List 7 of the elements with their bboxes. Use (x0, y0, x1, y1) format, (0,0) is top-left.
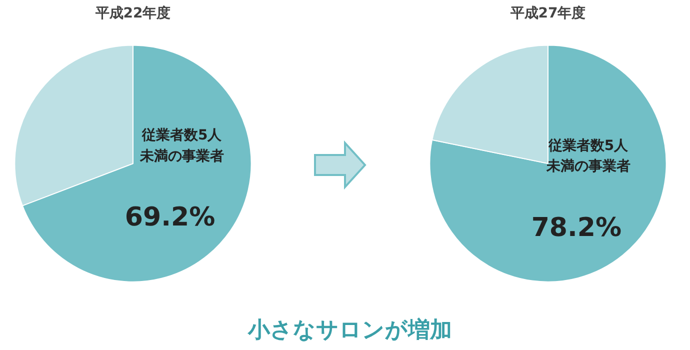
slice-label: 従業者数5人未満の事業者 (138, 128, 224, 164)
data-label: 78.2% (531, 213, 622, 244)
chart-title: 平成27年度 (509, 4, 586, 22)
text: 小さなサロンが増加 (248, 316, 452, 345)
slice-label: 従業者数5人未満の事業者 (545, 138, 630, 175)
data-label: 69.2% (124, 202, 216, 233)
chart-title: 平成22年度 (94, 4, 171, 22)
